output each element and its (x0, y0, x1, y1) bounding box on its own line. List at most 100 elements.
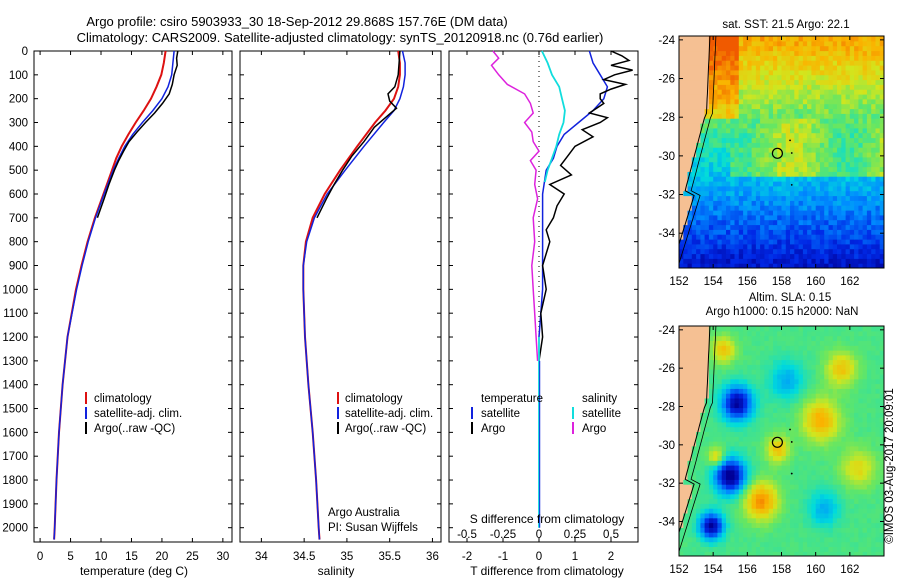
map-cell (781, 359, 787, 365)
map-cell (721, 224, 727, 230)
map-cell (819, 161, 825, 168)
map-cell (743, 460, 748, 466)
map-cell (696, 407, 701, 413)
map-cell (751, 98, 757, 105)
map-cell (713, 60, 719, 66)
map-cell (726, 258, 731, 264)
map-cell (755, 503, 761, 509)
map-cell (734, 378, 740, 385)
map-cell (875, 512, 881, 519)
map-cell (734, 156, 740, 163)
map-cell (802, 402, 808, 409)
map-cell (726, 108, 731, 114)
map-cell (696, 205, 701, 211)
map-cell (811, 205, 817, 211)
map-cell (802, 166, 808, 172)
map-cell (700, 527, 706, 533)
map-cell (811, 161, 817, 168)
map-cell (819, 503, 825, 509)
map-cell (858, 426, 864, 432)
map-cell (819, 479, 825, 485)
map-cell (824, 123, 830, 129)
map-cell (781, 350, 787, 356)
map-cell (768, 171, 774, 177)
map-cell (687, 50, 693, 56)
map-cell (832, 445, 838, 452)
map-cell (811, 253, 817, 259)
map-cell (819, 551, 825, 556)
map-cell (713, 359, 719, 365)
map-cell (841, 84, 847, 90)
map-cell (679, 436, 684, 442)
map-cell (866, 431, 872, 437)
map-cell (845, 210, 851, 216)
map-cell (717, 345, 723, 351)
map-cell (858, 224, 864, 230)
map-cell (790, 195, 795, 201)
x-tick-label: 34 (255, 551, 268, 563)
map-cell (708, 137, 714, 143)
map-cell (794, 185, 800, 192)
map-cell (777, 393, 783, 399)
map-cell (738, 407, 744, 413)
map-cell (815, 397, 821, 404)
map-cell (828, 378, 834, 385)
map-cell (751, 113, 757, 119)
map-cell (704, 345, 710, 351)
map-cell (875, 219, 881, 226)
map-cell (747, 65, 753, 71)
map-cell (824, 517, 830, 524)
map-cell (790, 508, 795, 514)
map-cell (802, 522, 808, 528)
map-cell (807, 185, 812, 192)
map-cell (858, 84, 864, 90)
map-cell (713, 527, 719, 533)
map-cell (879, 74, 884, 81)
map-cell (687, 378, 693, 385)
map-cell (862, 224, 868, 230)
map-cell (862, 89, 868, 95)
map-cell (798, 185, 804, 192)
map-cell (713, 205, 719, 211)
map-cell (794, 195, 800, 201)
map-cell (858, 359, 864, 365)
sla-map-axes: 152 154 156 158 160 162-24-26-28-30-32-34 (658, 325, 884, 576)
map-cell (794, 239, 800, 245)
map-cell (811, 364, 817, 370)
map-cell (700, 36, 706, 42)
map-cell (845, 546, 851, 552)
map-cell (777, 89, 783, 95)
map-cell (811, 373, 817, 380)
map-cell (691, 350, 697, 356)
map-cell (837, 50, 842, 56)
map-cell (802, 195, 808, 201)
map-cell (738, 243, 744, 250)
map-cell (751, 512, 757, 519)
map-x-tick-label: 162 (840, 276, 859, 288)
map-cell (794, 421, 800, 428)
map-cell (871, 156, 877, 163)
map-cell (781, 397, 787, 404)
map-cell (845, 234, 851, 240)
map-cell (700, 373, 706, 380)
map-cell (828, 326, 834, 332)
map-cell (721, 210, 727, 216)
map-cell (858, 166, 864, 172)
salinity-panel-frame (239, 50, 442, 543)
map-cell (819, 532, 825, 538)
map-cell (708, 383, 714, 389)
map-cell (743, 402, 748, 409)
map-cell (726, 364, 731, 370)
map-cell (815, 190, 821, 197)
map-cell (828, 354, 834, 361)
map-cell (794, 426, 800, 432)
map-cell (807, 345, 812, 351)
map-cell (738, 383, 744, 389)
map-cell (738, 74, 744, 81)
map-cell (751, 364, 757, 370)
map-cell (815, 147, 821, 153)
map-cell (687, 253, 693, 259)
map-cell (824, 94, 830, 100)
map-cell (866, 69, 872, 76)
map-cell (687, 522, 693, 528)
